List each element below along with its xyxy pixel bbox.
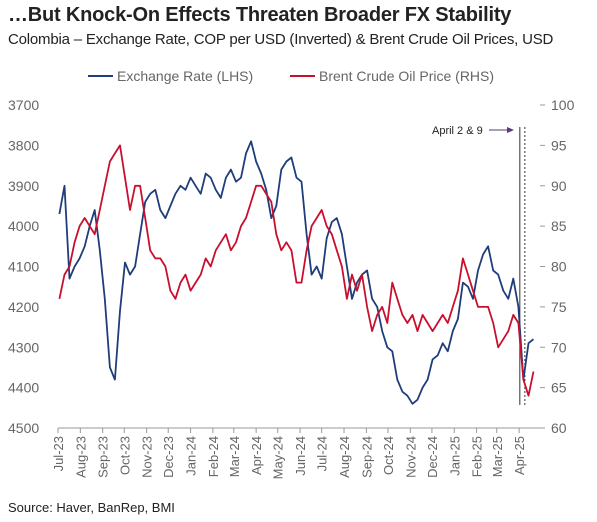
series-line-exchange-rate <box>58 140 535 405</box>
x-tick-label: Dec-23 <box>161 436 176 478</box>
x-tick-label: Nov-24 <box>403 436 418 478</box>
x-tick-label: Sep-23 <box>96 436 111 478</box>
x-tick-label: Oct-24 <box>381 436 396 475</box>
left-y-tick-label: 4300 <box>8 339 39 355</box>
left-y-tick-label: 4000 <box>8 218 39 234</box>
x-tick-label: May-24 <box>271 436 286 479</box>
x-tick-label: Jan-24 <box>184 436 199 476</box>
left-y-tick-label: 4100 <box>8 259 39 275</box>
x-tick-label: Jul-23 <box>51 436 66 471</box>
right-y-tick-label: 100 <box>551 97 575 113</box>
x-tick-label: Sep-24 <box>359 436 374 478</box>
x-axis: Jul-23 Aug-23 Sep-23 Oct-23 Nov-23 Dec-23 Jan-… <box>51 428 527 479</box>
left-y-tick-label: 4500 <box>8 420 39 436</box>
x-tick-label: Feb-24 <box>206 436 221 477</box>
chart-title: …But Knock-On Effects Threaten Broader F… <box>8 4 512 26</box>
right-y-tick-label: 85 <box>551 218 567 234</box>
chart-subtitle: Colombia – Exchange Rate, COP per USD (I… <box>8 31 554 48</box>
legend-label-oil-price: Brent Crude Oil Price (RHS) <box>319 68 494 84</box>
x-tick-label: Apr-24 <box>249 436 264 475</box>
legend: Exchange Rate (LHS) Brent Crude Oil Pric… <box>88 68 494 84</box>
right-y-tick-label: 60 <box>551 420 567 436</box>
x-tick-label: Oct-23 <box>117 436 132 475</box>
legend-label-exchange-rate: Exchange Rate (LHS) <box>117 68 253 84</box>
left-y-axis: 3700 3800 3900 4000 4100 4200 4300 4400 4500 <box>8 97 39 436</box>
x-tick-label: Jan-25 <box>447 436 462 476</box>
x-tick-label: Mar-25 <box>490 436 505 477</box>
x-tick-label: Jun-24 <box>293 436 308 476</box>
right-y-tick-label: 70 <box>551 339 567 355</box>
annotation: April 2 & 9 <box>432 125 526 405</box>
x-tick-label: Apr-25 <box>512 436 527 475</box>
right-y-tick-label: 95 <box>551 137 567 153</box>
left-y-tick-label: 3800 <box>8 137 39 153</box>
x-tick-label: Feb-25 <box>470 436 485 477</box>
left-y-tick-label: 3700 <box>8 97 39 113</box>
x-tick-label: Aug-24 <box>337 436 352 478</box>
chart-source: Source: Haver, BanRep, BMI <box>8 500 175 515</box>
series-line-oil-price <box>58 144 535 397</box>
right-y-tick-label: 80 <box>551 259 567 275</box>
x-tick-label: Jul-24 <box>315 436 330 471</box>
x-tick-label: Dec-24 <box>425 436 440 478</box>
right-y-axis: 60 65 70 75 80 85 90 95 100 <box>540 97 575 436</box>
x-tick-label: Nov-23 <box>140 436 155 478</box>
annotation-label: April 2 & 9 <box>432 125 483 137</box>
left-y-tick-label: 3900 <box>8 178 39 194</box>
left-y-tick-label: 4200 <box>8 299 39 315</box>
right-y-tick-label: 65 <box>551 380 567 396</box>
right-y-tick-label: 90 <box>551 178 567 194</box>
x-tick-label: Mar-24 <box>227 436 242 477</box>
right-y-tick-label: 75 <box>551 299 567 315</box>
x-tick-label: Aug-23 <box>73 436 88 478</box>
annotation-arrow-head <box>507 127 514 133</box>
left-y-tick-label: 4400 <box>8 380 39 396</box>
